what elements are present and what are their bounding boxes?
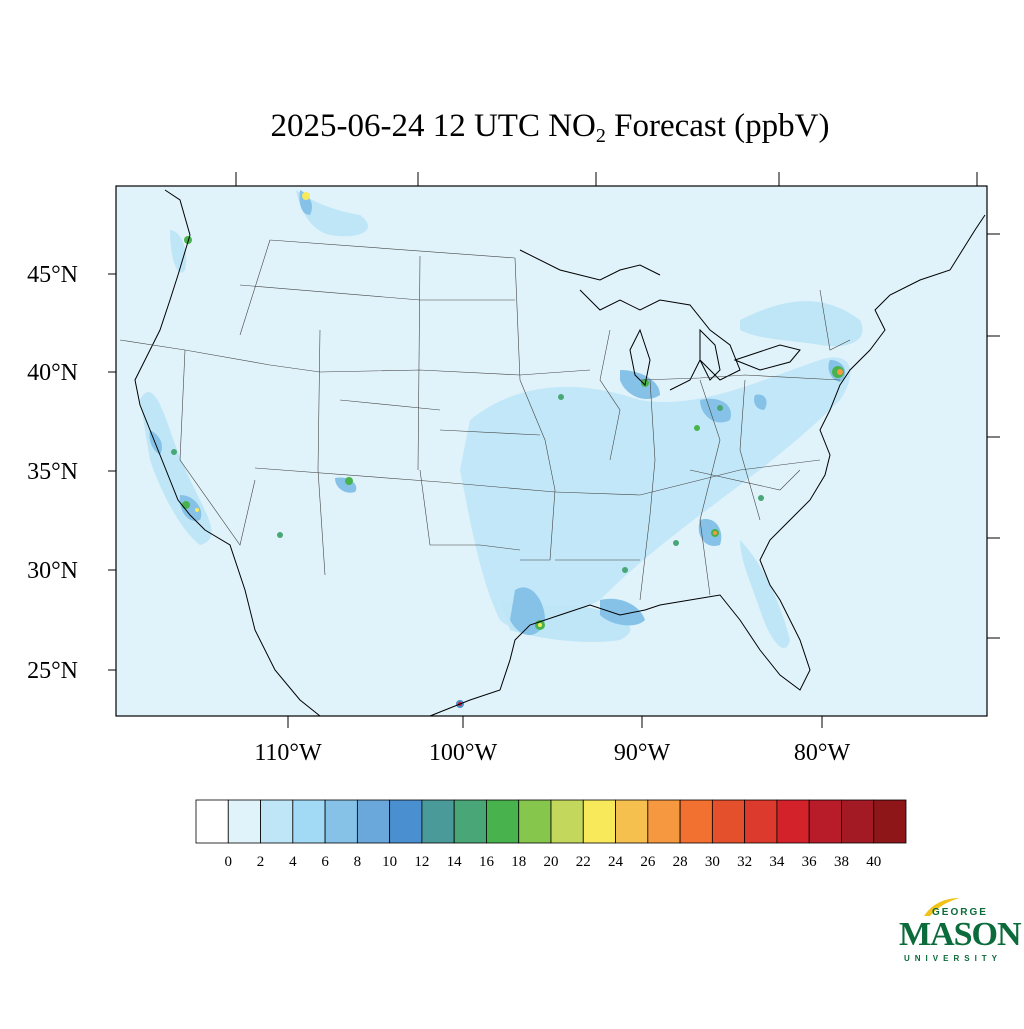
colorbar-swatch xyxy=(841,799,875,844)
logo-line-university: UNIVERSITY xyxy=(904,954,1003,963)
colorbar-swatch xyxy=(744,799,778,844)
colorbar-swatch xyxy=(615,799,649,844)
lat-label-30: 30°N xyxy=(27,558,78,584)
colorbar xyxy=(195,799,907,844)
colorbar-tick-label: 32 xyxy=(737,854,752,870)
colorbar-swatch xyxy=(453,799,487,844)
colorbar-swatch xyxy=(356,799,391,844)
colorbar-labels: 0 2 4 6 8 10 12 14 16 18 20 22 24 26 28 30 32 34 36 38 40 xyxy=(225,854,882,870)
colorbar-tick-label: 16 xyxy=(479,854,495,870)
lon-label-90: 90°W xyxy=(614,740,671,766)
colorbar-swatch xyxy=(679,799,713,844)
colorbar-tick-label: 22 xyxy=(576,854,591,870)
colorbar-tick-label: 10 xyxy=(382,854,397,870)
colorbar-tick-label: 36 xyxy=(802,854,818,870)
longitude-labels: 110°W 100°W 90°W 80°W xyxy=(254,740,850,766)
colorbar-swatch xyxy=(582,799,616,844)
lat-label-25: 25°N xyxy=(27,658,78,684)
colorbar-swatch xyxy=(195,799,229,844)
colorbar-swatch xyxy=(808,799,842,844)
axis-ticks xyxy=(108,172,1000,728)
lon-label-80: 80°W xyxy=(794,740,851,766)
colorbar-tick-label: 28 xyxy=(673,854,688,870)
colorbar-swatch xyxy=(260,799,294,844)
colorbar-swatch xyxy=(776,799,810,844)
logo-line-george: GEORGE xyxy=(932,907,988,918)
logo-line-mason: MASON xyxy=(899,916,1022,953)
lat-label-45: 45°N xyxy=(27,262,78,288)
colorbar-tick-label: 30 xyxy=(705,854,720,870)
concentration-field xyxy=(140,190,863,649)
gmu-logo: GEORGE MASON UNIVERSITY xyxy=(896,896,1022,971)
colorbar-tick-label: 0 xyxy=(225,854,233,870)
colorbar-tick-label: 24 xyxy=(608,854,624,870)
colorbar-tick-label: 6 xyxy=(321,854,329,870)
colorbar-swatch xyxy=(324,799,358,844)
colorbar-tick-label: 12 xyxy=(414,854,429,870)
map-frame xyxy=(115,185,988,717)
colorbar-swatch xyxy=(227,799,261,844)
lon-label-100: 100°W xyxy=(429,740,498,766)
colorbar-tick-label: 38 xyxy=(834,854,849,870)
colorbar-tick-label: 40 xyxy=(866,854,881,870)
colorbar-tick-label: 26 xyxy=(640,854,656,870)
colorbar-swatch xyxy=(292,799,326,844)
lon-label-110: 110°W xyxy=(254,740,322,766)
coastlines xyxy=(134,189,986,717)
colorbar-swatch xyxy=(486,799,520,844)
latitude-labels: 45°N 40°N 35°N 30°N 25°N xyxy=(27,262,78,684)
lat-label-35: 35°N xyxy=(27,459,78,485)
swoosh-icon xyxy=(924,898,960,916)
colorbar-tick-label: 18 xyxy=(511,854,526,870)
colorbar-swatch xyxy=(421,799,455,844)
colorbar-swatch xyxy=(550,799,584,844)
colorbar-tick-label: 2 xyxy=(257,854,265,870)
colorbar-swatch xyxy=(389,799,423,844)
lat-label-40: 40°N xyxy=(27,360,78,386)
colorbar-swatch xyxy=(711,799,746,844)
map-title: 2025-06-24 12 UTC NO2 Forecast (ppbV) xyxy=(270,108,830,147)
colorbar-swatch xyxy=(647,799,681,844)
state-boundaries xyxy=(119,239,851,601)
colorbar-tick-label: 20 xyxy=(544,854,559,870)
moderate-patches xyxy=(149,190,846,635)
colorbar-swatch xyxy=(873,799,907,844)
colorbar-swatch xyxy=(518,799,552,844)
colorbar-tick-label: 8 xyxy=(354,854,362,870)
colorbar-tick-label: 34 xyxy=(769,854,785,870)
colorbar-tick-label: 14 xyxy=(447,854,463,870)
colorbar-tick-label: 4 xyxy=(289,854,297,870)
